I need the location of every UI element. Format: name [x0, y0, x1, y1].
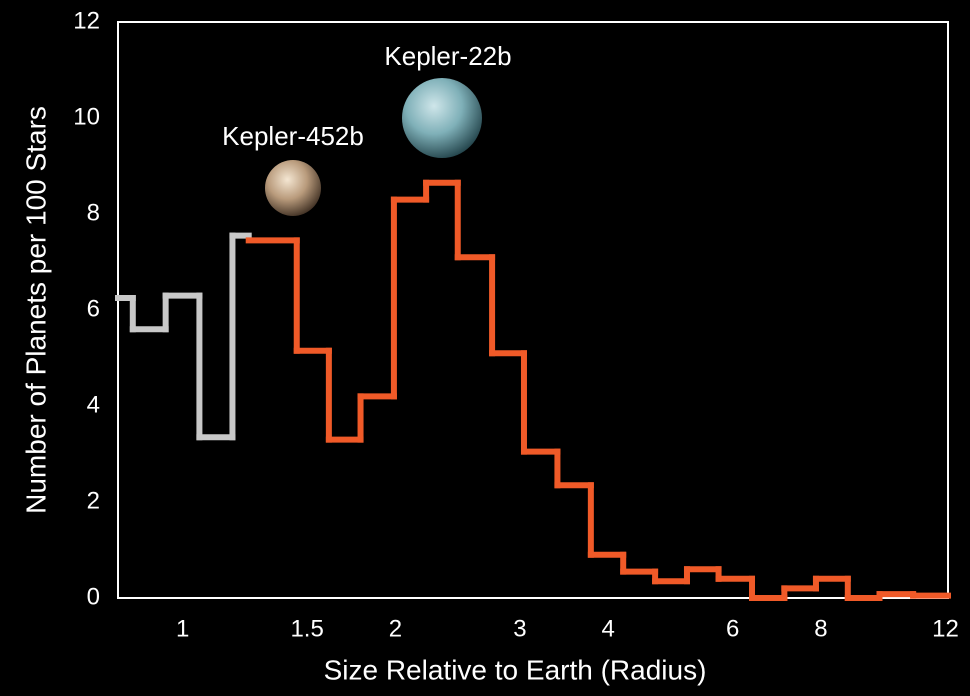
- x-tick-label: 1: [176, 615, 189, 642]
- y-tick-label: 2: [87, 487, 100, 514]
- y-tick-label: 6: [87, 295, 100, 322]
- x-tick-label: 6: [726, 615, 739, 642]
- chart: Kepler-452b Kepler-22b Size Relative to …: [0, 0, 970, 696]
- y-tick-label: 4: [87, 391, 100, 418]
- x-axis-label: Size Relative to Earth (Radius): [324, 654, 707, 685]
- y-axis-label: Number of Planets per 100 Stars: [20, 106, 51, 514]
- plot-frame: [118, 22, 948, 598]
- x-tick-label: 1.5: [290, 615, 323, 642]
- y-tick-label: 0: [87, 583, 100, 610]
- planet-image: [265, 160, 321, 216]
- x-tick-label: 3: [513, 615, 526, 642]
- x-tick-label: 8: [814, 615, 827, 642]
- x-tick-label: 12: [932, 615, 959, 642]
- y-tick-label: 12: [73, 7, 100, 34]
- y-tick-label: 10: [73, 103, 100, 130]
- annotation: Kepler-452b: [222, 121, 364, 151]
- annotation: Kepler-22b: [384, 41, 511, 71]
- planet-image: [402, 78, 482, 158]
- x-tick-label: 2: [389, 615, 402, 642]
- x-tick-label: 4: [602, 615, 615, 642]
- y-tick-label: 8: [87, 199, 100, 226]
